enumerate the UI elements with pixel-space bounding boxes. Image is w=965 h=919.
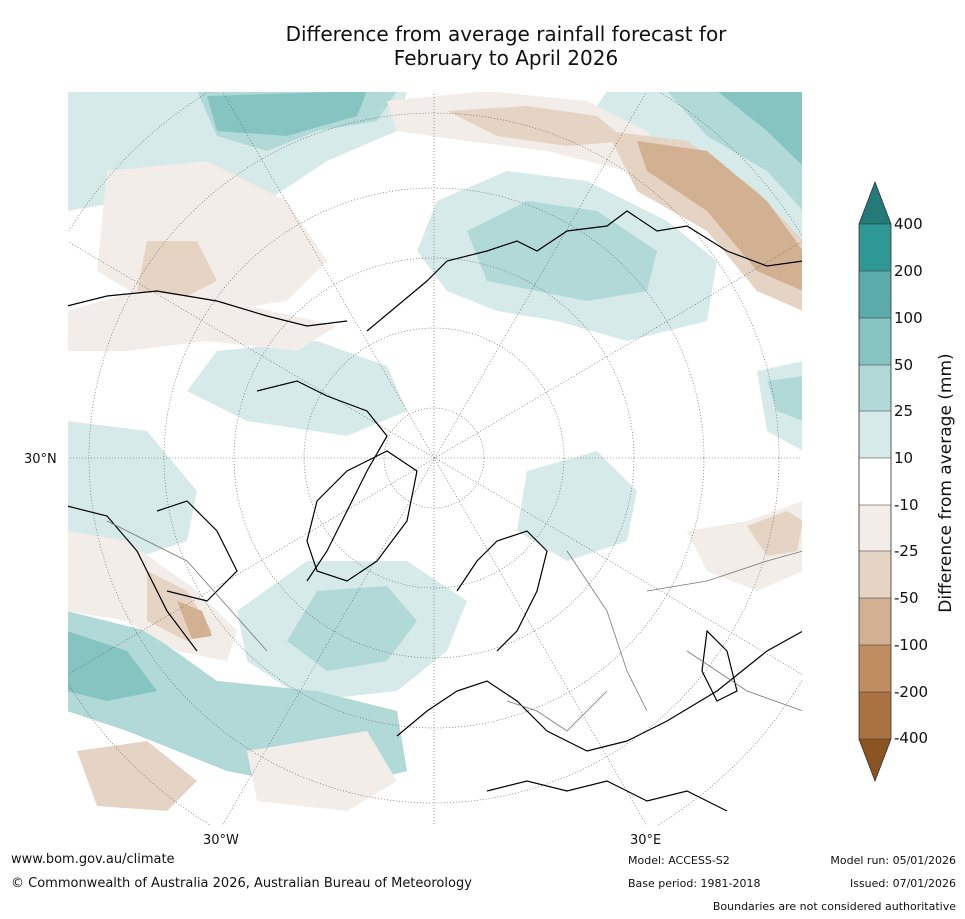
colorbar-tick: -400 [894,729,929,747]
colorbar-title: Difference from average (mm) [936,353,956,613]
coast-canada-arctic [256,380,388,582]
colorbar-tick: -50 [894,589,919,607]
colorbar-tick: -200 [894,683,929,701]
wet-region-greenland-strip [207,91,367,136]
colorbar-extend-top [859,182,891,224]
colorbar-extend-bottom [859,739,891,781]
colorbar-band-m25-50 [859,551,891,598]
colorbar-tick: 50 [894,356,914,374]
colorbar-band-neutral [859,458,891,505]
coast-scandinavia [456,530,548,652]
dry-region-north-core [447,106,627,146]
border-canada-us [106,520,268,652]
colorbar-tick: -100 [894,636,929,654]
coast-europe [396,630,803,752]
colorbar-tick: 100 [894,309,923,327]
colorbar-band-m50-100 [859,598,891,645]
wet-region-scandinavia [517,451,637,561]
wet-region-siberia-core [467,201,657,301]
dry-region-alaska [67,291,337,351]
footer-issued: Issued: 07/01/2026 [849,877,956,890]
colorbar-band-25-50 [859,365,891,411]
border-russia-west [566,550,648,712]
dry-anomaly-regions [67,91,803,811]
footer-base-period: Base period: 1981-2018 [628,877,761,890]
dry-region-south-center [247,731,397,811]
footer-model-run: Model run: 05/01/2026 [830,854,956,867]
graticule [67,91,803,826]
map-frame [67,91,803,826]
coast-greenland [306,450,418,582]
colorbar [855,180,895,785]
colorbar-separators [859,223,891,740]
map-canvas [67,91,803,826]
wet-region-east-core [767,376,803,421]
colorbar-band-m100-200 [859,645,891,692]
footer-model: Model: ACCESS-S2 [628,854,730,867]
coast-mediterranean [486,780,728,812]
chart-title-line1: Difference from average rainfall forecas… [285,22,727,46]
dry-region-southeast-core [747,511,803,556]
footer-copyright: © Commonwealth of Australia 2026, Austra… [11,876,472,891]
country-borders [106,520,803,732]
colorbar-band-10-25 [859,411,891,458]
dry-region-southwest-strong [177,601,212,639]
coast-arctic-russia [366,210,803,332]
coast-caspian [701,629,738,702]
colorbar-tick: -25 [894,542,919,560]
border-asia-south [686,650,803,712]
colorbar-band-m200-400 [859,692,891,739]
chart-title: Difference from average rainfall forecas… [66,22,946,70]
dry-region-northwest-core [137,241,217,301]
coast-north-america-west [67,505,198,652]
chart-title-line2: February to April 2026 [393,46,619,70]
coastlines [67,210,803,812]
border-europe-grid [506,690,608,732]
colorbar-band-200-400 [859,224,891,271]
coast-alaska [67,290,348,327]
rainfall-anomaly-map [67,91,803,826]
wet-region-southwest-core [67,631,157,701]
footer-website[interactable]: www.bom.gov.au/climate [11,852,175,867]
wet-region-pacific [187,341,407,436]
lon-label-30w: 30°W [203,833,239,848]
footer-disclaimer: Boundaries are not considered authoritat… [712,900,956,913]
colorbar-band-m10-25 [859,505,891,551]
colorbar-tick: 25 [894,402,914,420]
border-russia-kazakhstan [646,550,803,592]
coast-hudson [156,500,238,602]
colorbar-tick: 200 [894,262,923,280]
wet-region-west [67,421,197,561]
dry-region-northeast-core [637,141,803,291]
colorbar-band-100-200 [859,271,891,318]
colorbar-svg [858,180,892,783]
wet-region-top-right-strong [717,91,803,166]
colorbar-band-50-100 [859,318,891,365]
colorbar-tick: 400 [894,215,923,233]
dry-region-south [77,741,197,811]
wet-region-atlantic-core [287,586,417,671]
lat-label-30n: 30°N [24,452,57,467]
colorbar-tick: -10 [894,496,919,514]
lon-label-30e: 30°E [630,833,662,848]
wet-anomaly-regions [67,91,803,791]
colorbar-tick: 10 [894,449,914,467]
